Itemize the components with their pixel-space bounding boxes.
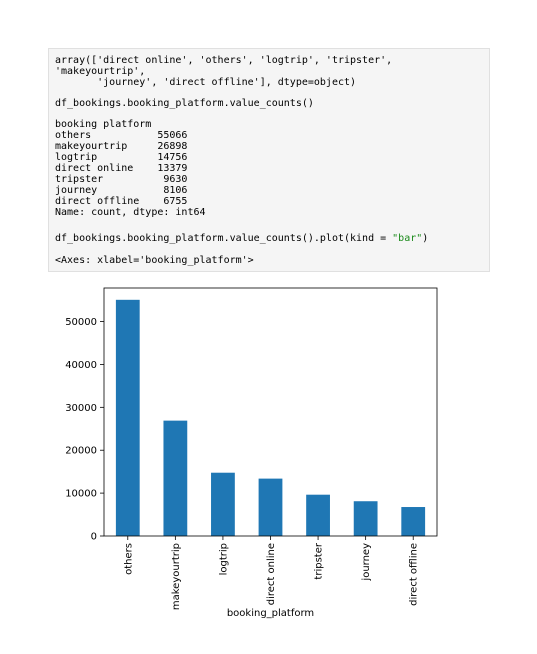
y-tick-label: 30000 [65, 403, 97, 414]
code-input-plot-suffix: ) [422, 233, 429, 244]
value-counts-header: booking platform [55, 119, 152, 130]
code-input-plot[interactable]: df_bookings.booking_platform.value_count… [55, 233, 428, 244]
x-tick-label: makeyourtrip [171, 543, 182, 610]
x-tick-label: direct offline [409, 543, 420, 606]
y-tick-label: 20000 [65, 446, 97, 457]
bar-makeyourtrip [163, 420, 188, 536]
value-counts-row: makeyourtrip 26898 [55, 141, 188, 152]
code-input-plot-prefix: df_bookings.booking_platform.value_count… [55, 233, 393, 244]
value-counts-row: logtrip 14756 [55, 152, 188, 163]
bar-direct-online [258, 478, 283, 536]
value-counts-row: direct offline 6755 [55, 196, 188, 207]
x-axis-label: booking_platform [227, 608, 314, 619]
x-tick-label: journey [361, 543, 372, 582]
array-output-line-2: 'makeyourtrip', [55, 66, 146, 77]
bar-chart-svg: 0 10000 20000 30000 40000 50000 others makeyour… [65, 287, 438, 619]
value-counts-row: journey 8106 [55, 185, 188, 196]
notebook-cell: array(['direct online', 'others', 'logtr… [48, 48, 490, 272]
x-tick-label: others [123, 543, 134, 575]
axes-output: <Axes: xlabel='booking_platform'> [55, 255, 254, 266]
array-output-line-3: 'journey', 'direct offline'], dtype=obje… [55, 77, 357, 88]
y-tick-label: 0 [91, 532, 97, 543]
array-output-line-1: array(['direct online', 'others', 'logtr… [55, 55, 393, 66]
bar-logtrip [211, 472, 235, 536]
value-counts-row: tripster 9630 [55, 174, 188, 185]
bar-journey [353, 501, 378, 536]
value-counts-footer: Name: count, dtype: int64 [55, 207, 206, 218]
bar-direct-offline [401, 507, 426, 536]
value-counts-row: others 55066 [55, 130, 188, 141]
x-tick-label: direct online [266, 543, 277, 605]
x-tick-label: logtrip [218, 543, 229, 575]
code-input-value-counts[interactable]: df_bookings.booking_platform.value_count… [55, 98, 314, 109]
bar-tripster [306, 494, 330, 536]
value-counts-row: direct online 13379 [55, 163, 188, 174]
y-tick-label: 40000 [65, 360, 97, 371]
x-tick-label: tripster [314, 542, 325, 579]
code-input-plot-string: "bar" [392, 233, 423, 244]
y-tick-label: 10000 [65, 489, 97, 500]
bar-others [115, 299, 140, 536]
y-tick-label: 50000 [65, 317, 97, 328]
bar-chart: 0 10000 20000 30000 40000 50000 others makeyour… [0, 280, 537, 650]
